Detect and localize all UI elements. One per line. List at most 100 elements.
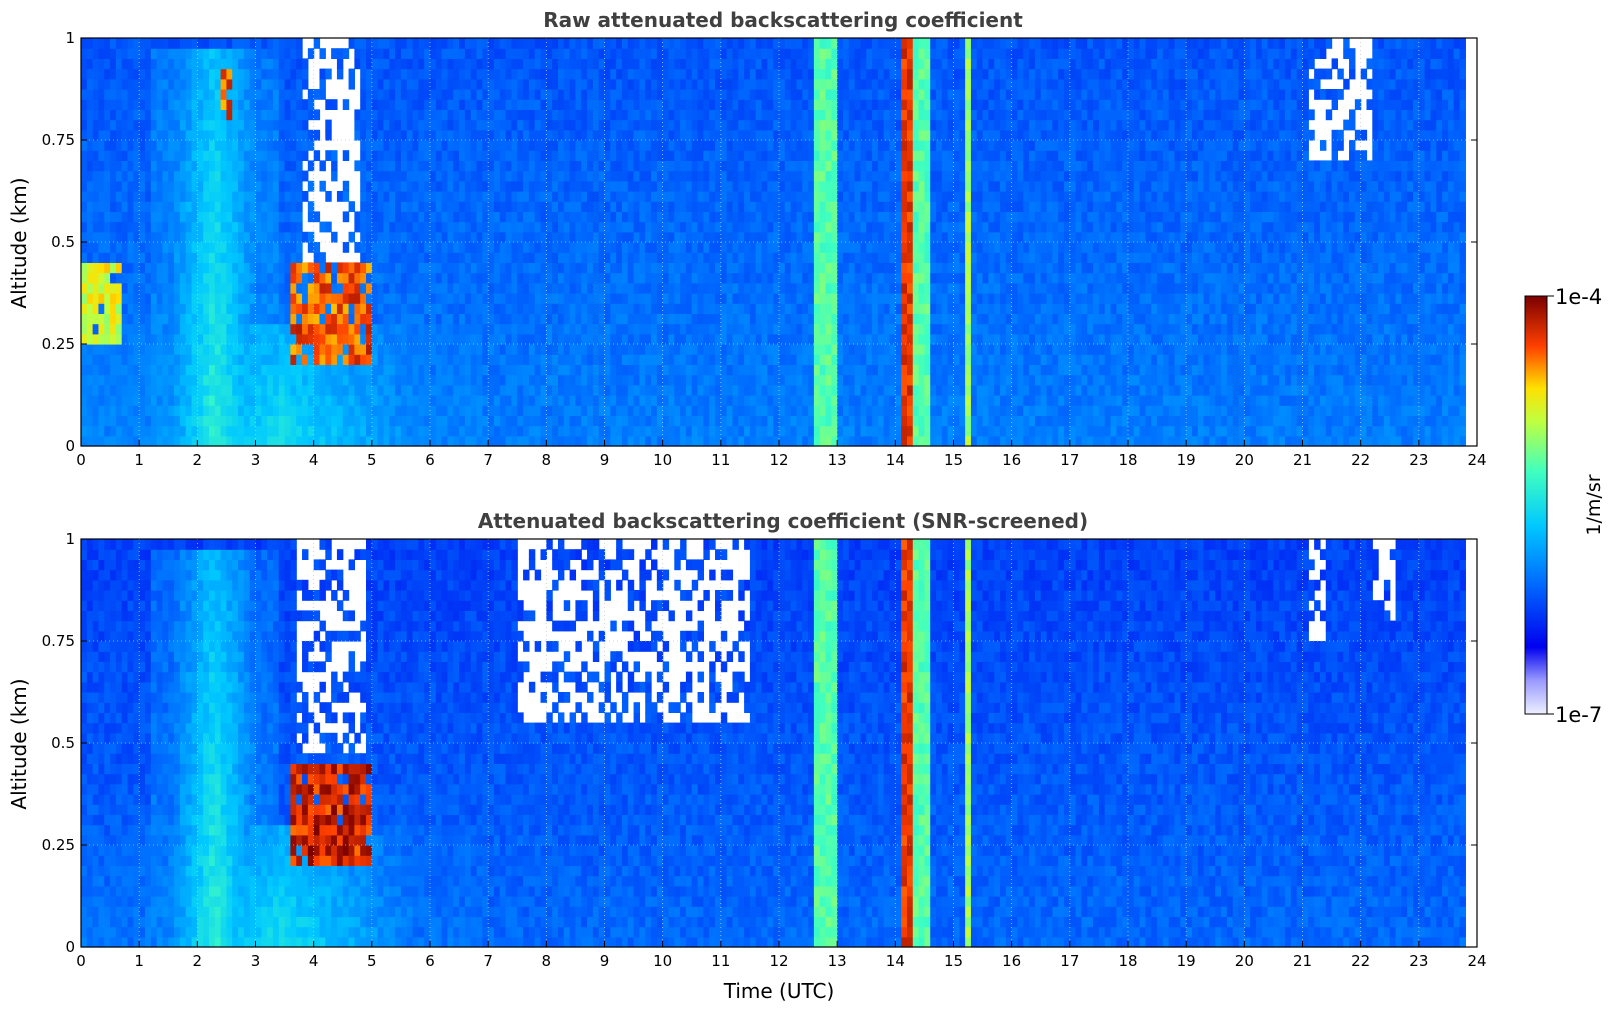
- heatmap-cell: [755, 58, 763, 70]
- heatmap-cell: [767, 129, 774, 141]
- heatmap-cell: [779, 242, 786, 253]
- heatmap-cell: [616, 170, 623, 182]
- heatmap-cell: [645, 344, 652, 355]
- heatmap-cell: [174, 38, 181, 49]
- heatmap-cell: [144, 374, 152, 386]
- heatmap-cell: [325, 313, 332, 325]
- heatmap-cell: [557, 303, 565, 314]
- heatmap-cell: [569, 323, 577, 335]
- heatmap-cell: [139, 435, 146, 447]
- heatmap-cell: [185, 160, 193, 172]
- heatmap-cell: [546, 89, 553, 100]
- heatmap-cell: [406, 354, 414, 365]
- heatmap-cell: [238, 313, 245, 325]
- heatmap-cell: [639, 78, 646, 90]
- heatmap-cell: [732, 48, 739, 59]
- heatmap-cell: [115, 109, 123, 121]
- heatmap-cell: [144, 99, 152, 110]
- heatmap-cell: [819, 58, 827, 70]
- heatmap-cell: [808, 435, 815, 447]
- heatmap-cell: [197, 231, 204, 243]
- heatmap-cell: [685, 384, 693, 396]
- heatmap-cell: [115, 99, 123, 110]
- heatmap-cell: [749, 323, 757, 335]
- heatmap-cell: [552, 344, 559, 355]
- heatmap-cell: [255, 293, 262, 304]
- heatmap-cell: [313, 374, 321, 386]
- heatmap-cell: [703, 242, 710, 253]
- heatmap-cell: [476, 374, 483, 386]
- heatmap-cell: [587, 303, 594, 314]
- heatmap-cell: [174, 89, 181, 100]
- heatmap-cell: [656, 344, 664, 355]
- heatmap-cell: [261, 170, 268, 182]
- heatmap-cell: [383, 344, 390, 355]
- heatmap-cell: [796, 262, 803, 274]
- heatmap-cell: [674, 89, 681, 100]
- heatmap-cell: [691, 170, 699, 182]
- heatmap-cell: [459, 99, 466, 110]
- heatmap-cell: [302, 415, 309, 427]
- heatmap-cell: [749, 129, 757, 141]
- heatmap-cell: [755, 221, 763, 233]
- heatmap-cell: [505, 119, 513, 131]
- heatmap-cell: [493, 415, 501, 427]
- heatmap-cell: [482, 109, 489, 121]
- heatmap-cell: [720, 374, 728, 386]
- heatmap-cell: [354, 333, 361, 345]
- heatmap-cell: [290, 395, 297, 406]
- heatmap-cell: [540, 333, 547, 345]
- heatmap-cell: [144, 303, 152, 314]
- heatmap-cell: [284, 109, 291, 121]
- heatmap-cell: [720, 435, 728, 447]
- heatmap-cell: [284, 150, 291, 161]
- heatmap-cell: [179, 191, 187, 202]
- heatmap-cell: [214, 211, 222, 223]
- heatmap-cell: [203, 58, 210, 70]
- heatmap-cell: [639, 99, 646, 110]
- heatmap-cell: [761, 129, 768, 141]
- heatmap-cell: [813, 211, 821, 223]
- heatmap-cell: [802, 160, 809, 172]
- heatmap-cell: [523, 160, 530, 172]
- heatmap-cell: [732, 313, 739, 325]
- heatmap-cell: [197, 405, 204, 416]
- heatmap-cell: [226, 313, 233, 325]
- heatmap-cell: [430, 58, 437, 70]
- heatmap-cell: [697, 160, 704, 172]
- heatmap-cell: [575, 344, 582, 355]
- heatmap-cell: [459, 384, 466, 396]
- heatmap-cell: [633, 395, 640, 406]
- heatmap-cell: [511, 395, 518, 406]
- heatmap-cell: [342, 242, 350, 253]
- heatmap-cell: [156, 293, 164, 304]
- heatmap-cell: [563, 333, 571, 345]
- heatmap-cell: [296, 58, 303, 70]
- heatmap-cell: [267, 313, 274, 325]
- heatmap-cell: [226, 242, 233, 253]
- heatmap-cell: [395, 78, 402, 90]
- heatmap-cell: [534, 333, 542, 345]
- heatmap-cell: [575, 384, 582, 396]
- heatmap-cell: [290, 221, 297, 233]
- heatmap-cell: [406, 140, 414, 151]
- heatmap-cell: [459, 262, 466, 274]
- heatmap-cell: [366, 191, 373, 202]
- heatmap-cell: [546, 58, 553, 70]
- heatmap-cell: [139, 323, 146, 335]
- heatmap-cell: [598, 272, 606, 284]
- heatmap-cell: [412, 78, 419, 90]
- heatmap-cell: [290, 415, 297, 427]
- heatmap-cell: [307, 395, 315, 406]
- heatmap-cell: [534, 180, 542, 192]
- heatmap-cell: [412, 89, 419, 100]
- heatmap-cell: [302, 109, 309, 121]
- heatmap-cell: [121, 180, 129, 192]
- heatmap-cell: [773, 38, 780, 49]
- heatmap-cell: [412, 333, 419, 345]
- heatmap-cell: [197, 129, 204, 141]
- heatmap-cell: [418, 405, 425, 416]
- heatmap-cell: [691, 109, 699, 121]
- heatmap-cell: [366, 374, 373, 386]
- heatmap-cell: [383, 150, 390, 161]
